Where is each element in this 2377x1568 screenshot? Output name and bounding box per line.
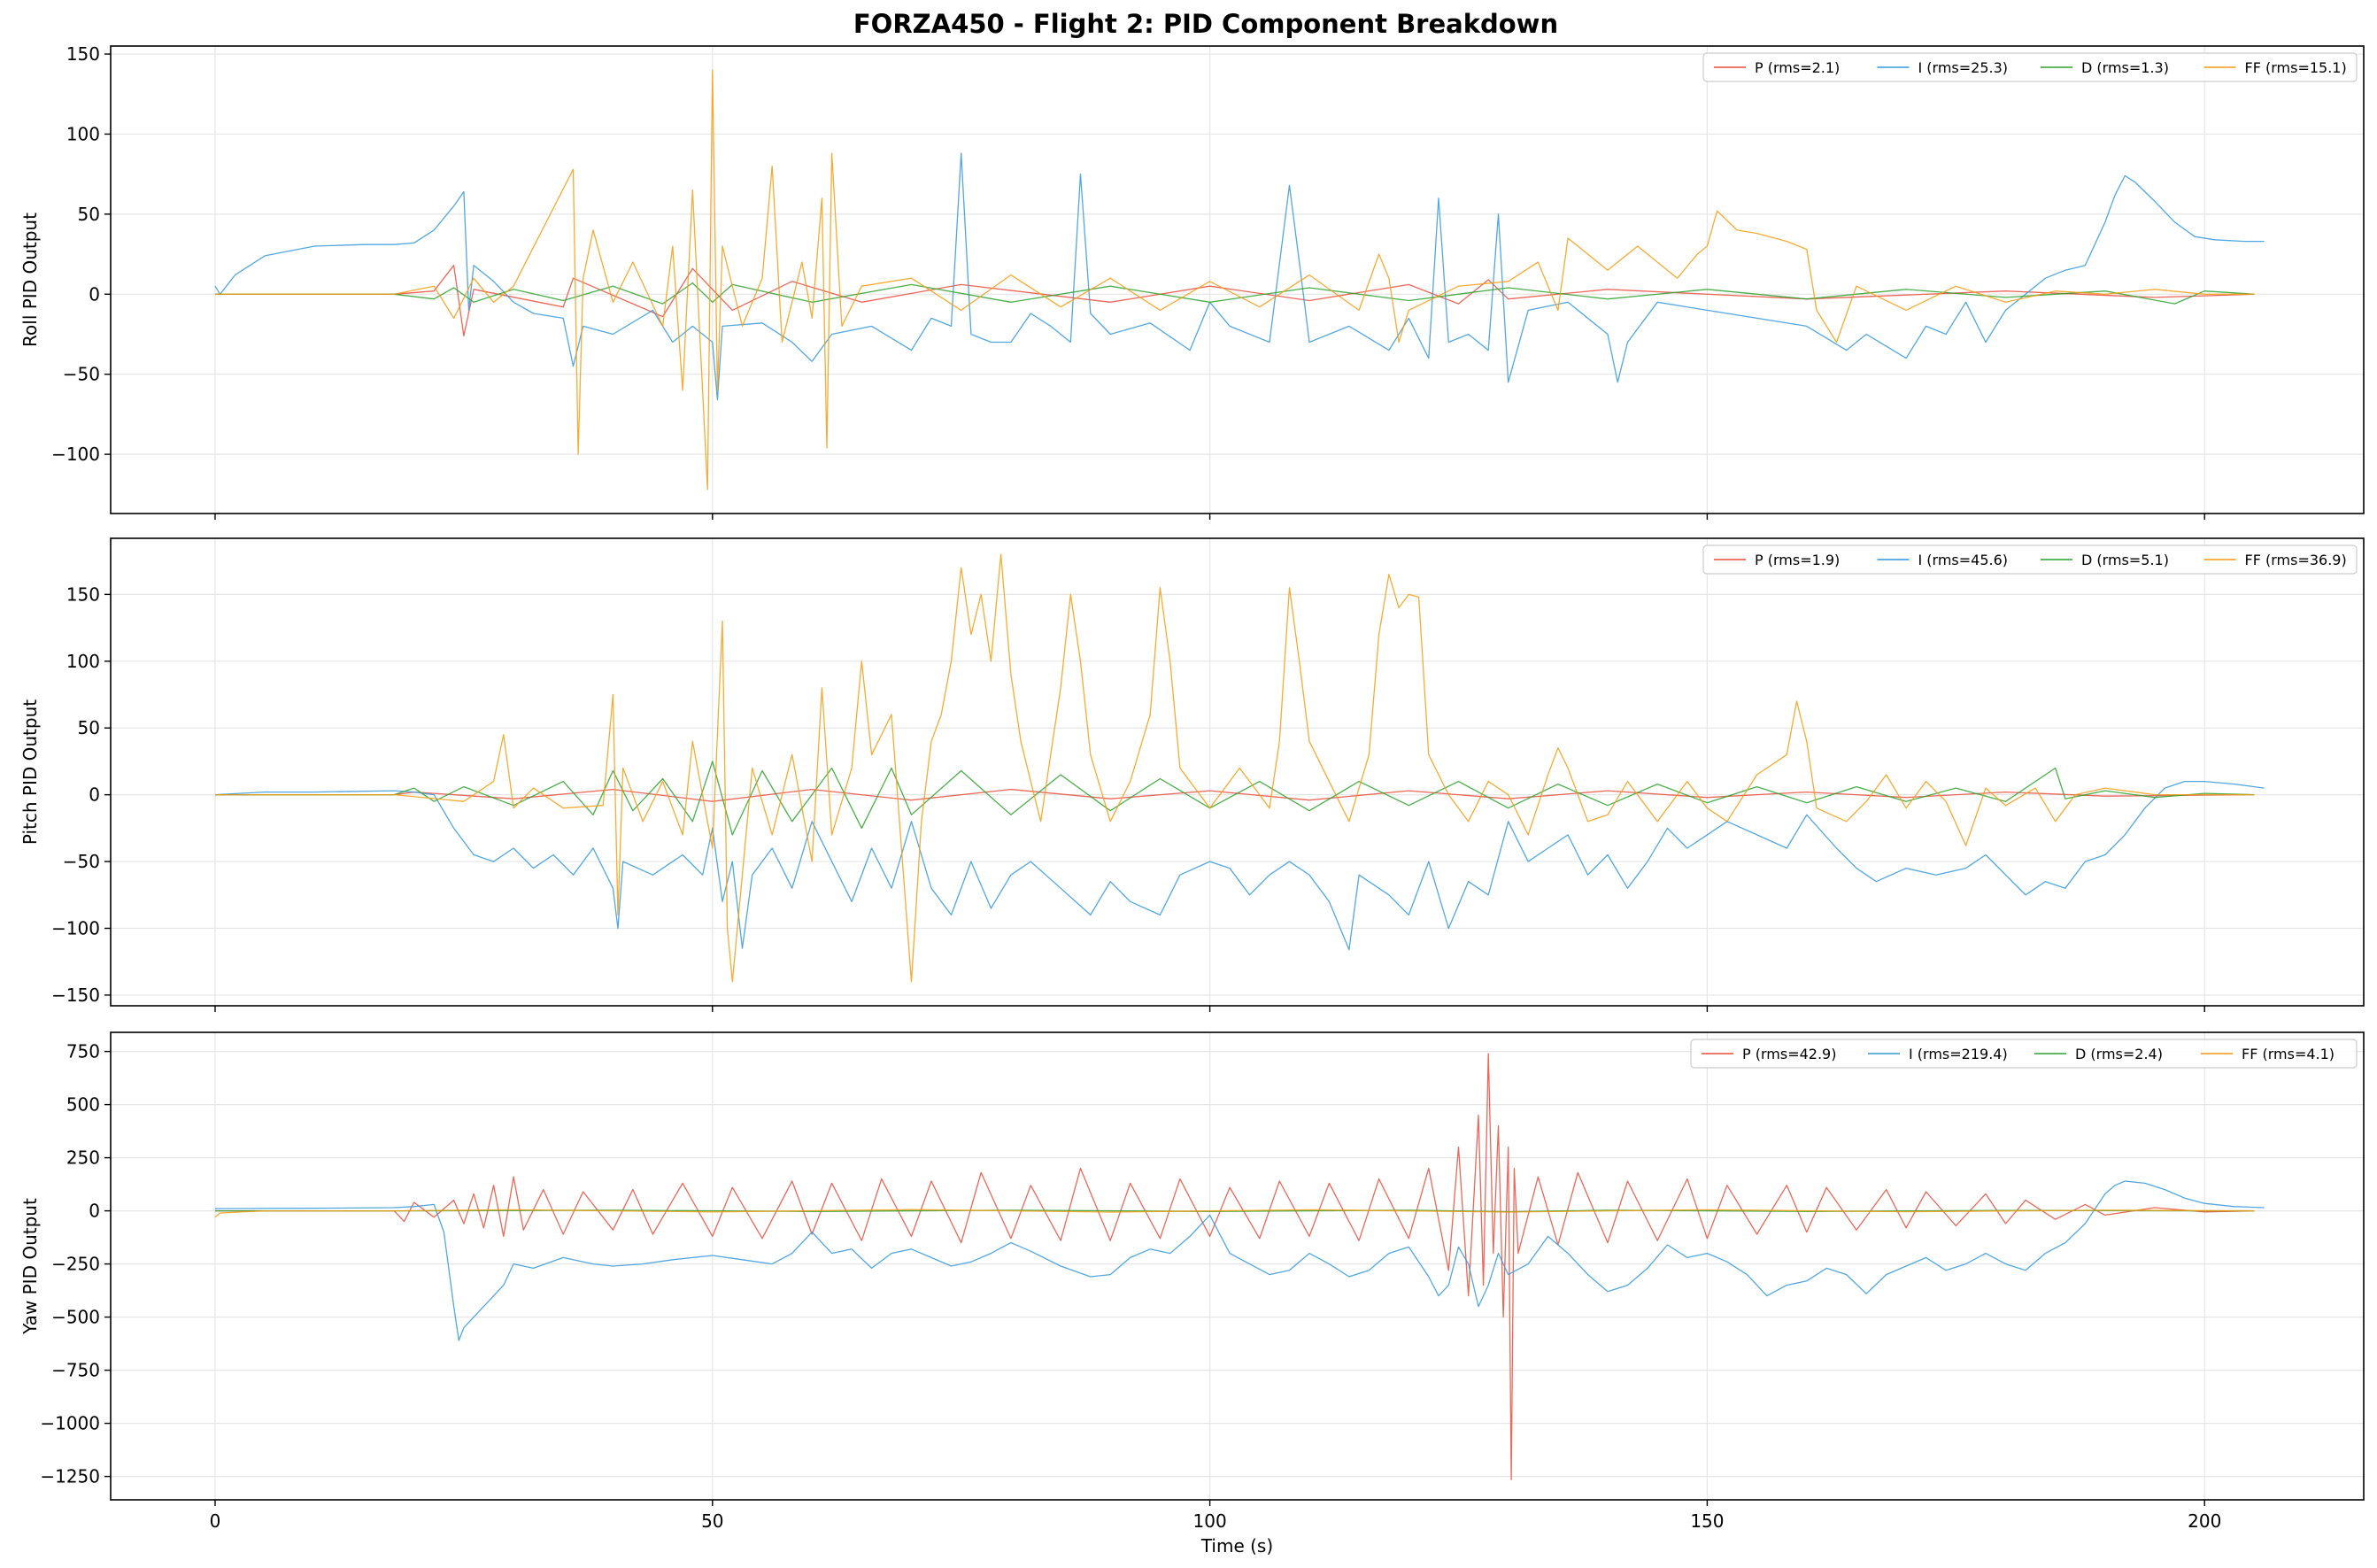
plot-frame	[110, 1031, 2365, 1501]
y-tick-label: 0	[89, 283, 100, 305]
legend-entry-i: I (rms=219.4)	[1909, 1046, 2008, 1062]
series-lines	[214, 553, 2265, 983]
y-tick-label: 50	[78, 204, 100, 225]
legend-box	[1702, 545, 2358, 575]
y-tick-label: −500	[51, 1307, 100, 1328]
legend-entry-i: I (rms=25.3)	[1918, 59, 2009, 76]
panel-2: −150 −100 −50 0 50 100 150 Pitch PID Output P (r…	[19, 537, 2365, 1012]
y-axis-label: Pitch PID Output	[19, 699, 41, 845]
y-tick-label: −150	[51, 985, 100, 1006]
y-tick-label: −1000	[40, 1413, 100, 1434]
y-tick-label: 0	[89, 1201, 100, 1222]
y-tick-label: −250	[51, 1254, 100, 1275]
x-tick-label: 50	[701, 1510, 723, 1532]
plot-frame	[110, 45, 2365, 514]
legend-entry-p: P (rms=1.9)	[1755, 552, 1840, 568]
series-lines	[214, 69, 2265, 490]
legend: P (rms=2.1) I (rms=25.3) D (rms=1.3) FF (rm…	[1702, 52, 2358, 82]
figure-title: FORZA450 - Flight 2: PID Component Break…	[853, 9, 1558, 39]
panel-1: −100 −50 0 50 100 150 Roll PID Output P (rms=2.…	[19, 43, 2365, 520]
legend-entry-i: I (rms=45.6)	[1918, 552, 2009, 568]
series-line-p	[215, 265, 2255, 336]
series-line-d	[215, 282, 2255, 305]
series-line-i	[214, 1180, 2265, 1341]
y-tick-label: −100	[51, 444, 100, 465]
series-line-i	[214, 780, 2265, 951]
y-tick-label: 500	[66, 1094, 100, 1116]
y-tick-label: 150	[66, 583, 100, 605]
x-tick-label: 0	[210, 1510, 221, 1532]
series-line-d	[215, 761, 2255, 836]
y-axis-label: Yaw PID Output	[19, 1198, 41, 1335]
legend-entry-d: D (rms=2.4)	[2075, 1046, 2163, 1062]
y-tick-label: 100	[66, 123, 100, 144]
legend-box	[1690, 1039, 2358, 1069]
y-tick-label: 250	[66, 1147, 100, 1169]
legend-entry-p: P (rms=42.9)	[1742, 1046, 1836, 1062]
legend-entry-ff: FF (rms=15.1)	[2245, 59, 2347, 76]
series-line-p	[215, 788, 2255, 802]
legend: P (rms=42.9) I (rms=219.4) D (rms=2.4) FF (…	[1690, 1039, 2358, 1069]
series-line-d	[215, 1209, 2255, 1213]
x-tick-label: 150	[1690, 1510, 1724, 1532]
series-line-ff	[214, 1209, 2255, 1218]
y-axis-label: Roll PID Output	[19, 212, 41, 347]
legend-entry-d: D (rms=1.3)	[2081, 59, 2169, 76]
legend-entry-ff: FF (rms=4.1)	[2242, 1046, 2335, 1062]
series-line-i	[214, 152, 2265, 401]
legend-entry-d: D (rms=5.1)	[2081, 552, 2169, 568]
series-lines	[214, 1053, 2265, 1480]
x-tick-label: 100	[1193, 1510, 1227, 1532]
legend: P (rms=1.9) I (rms=45.6) D (rms=5.1) FF (rm…	[1702, 545, 2358, 575]
y-tick-label: 100	[66, 651, 100, 672]
y-tick-label: −1250	[40, 1466, 100, 1487]
y-tick-label: −100	[51, 918, 100, 939]
x-axis-label: Time (s)	[1200, 1535, 1273, 1556]
series-line-ff	[215, 69, 2255, 490]
legend-entry-ff: FF (rms=36.9)	[2245, 552, 2347, 568]
y-tick-label: −50	[63, 364, 100, 385]
y-tick-label: 750	[66, 1041, 100, 1062]
y-tick-label: 50	[78, 717, 100, 738]
y-tick-label: −750	[51, 1360, 100, 1381]
plot-frame	[110, 537, 2365, 1007]
x-tick-label: 200	[2188, 1510, 2221, 1532]
y-tick-label: 150	[66, 43, 100, 65]
y-tick-label: −50	[63, 851, 100, 872]
legend-entry-p: P (rms=2.1)	[1755, 59, 1840, 76]
series-line-ff	[215, 553, 2255, 983]
panel-3: −1250 −1000 −750 −500 −250 0 250 500 750 0 50 100 15…	[19, 1031, 2365, 1556]
legend-box	[1702, 52, 2358, 82]
y-tick-label: 0	[89, 784, 100, 806]
